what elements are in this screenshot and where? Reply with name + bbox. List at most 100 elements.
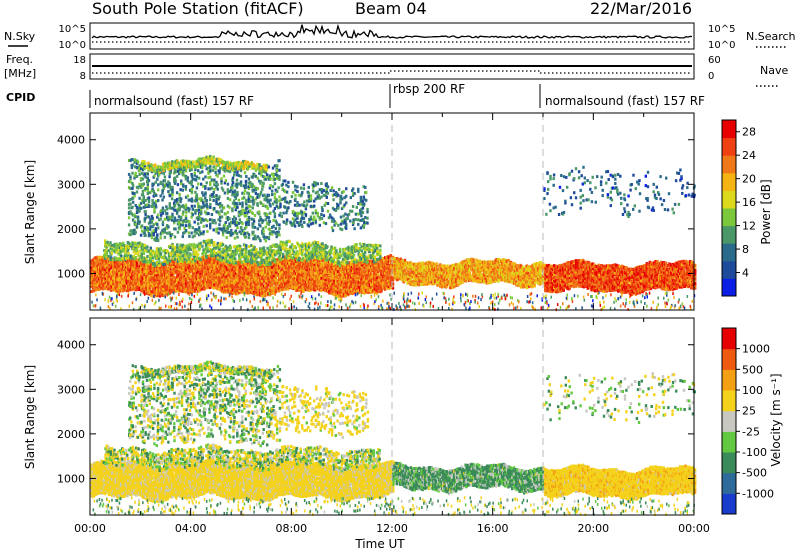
echo-cell [356,271,359,275]
echo-cell [370,259,373,263]
echo-cell [279,278,282,282]
echo-cell [265,279,268,283]
echo-cell [288,258,292,262]
echo-cell [141,277,144,280]
echo-cell [138,268,142,272]
echo-cell [94,256,97,260]
echo-cell [239,275,242,279]
echo-cell [281,276,284,279]
echo-cell [370,267,373,271]
echo-cell [104,266,107,270]
echo-cell [96,287,99,291]
echo-cell [150,272,153,276]
echo-cell [190,279,193,283]
echo-cell [383,273,387,277]
echo-cell [94,269,97,273]
echo-cell [207,285,210,289]
echo-cell [391,282,395,286]
echo-band-0 [90,253,395,298]
echo-cell [233,274,236,278]
echo-cell [150,294,153,298]
echo-cell [398,274,401,278]
echo-cell [94,283,97,287]
echo-cell [236,279,239,283]
echo-cell [291,285,295,289]
echo-cell [261,272,264,276]
echo-cell [176,284,179,287]
echo-cell [195,258,199,262]
echo-cell [360,273,364,277]
echo-cell [275,268,278,272]
echo-cell [396,274,400,278]
echo-cell [225,286,228,290]
echo-cell [328,266,331,270]
echo-cell [291,261,295,265]
echo-cell [271,288,274,291]
echo-cell [190,276,193,279]
station-title: South Pole Station (fitACF) [92,0,304,18]
echo-cell [324,278,327,282]
echo-cell [245,266,248,270]
echo-cell [238,277,241,281]
echo-cell [324,284,327,288]
echo-cell [110,263,113,267]
echo-cell [190,278,193,282]
echo-cell [383,286,387,290]
echo-cell [106,272,109,276]
echo-cell [257,281,260,285]
echo-cell [353,283,356,287]
echo-cell [190,284,193,288]
echo-cell [252,285,256,289]
echo-cell [90,290,93,293]
echo-cell [357,276,361,280]
echo-cell [108,271,111,275]
echo-cell [336,270,340,273]
echo-cell [373,280,377,284]
echo-cell [335,271,338,275]
echo-cell [385,281,389,285]
echo-cell [192,284,196,288]
echo-cell [328,271,331,274]
echo-cell [156,273,159,277]
echo-cell [369,271,372,275]
echo-cell [92,289,96,293]
echo-cell [110,280,113,284]
echo-cell [328,283,331,287]
echo-cell [279,274,282,278]
echo-cell [383,279,387,283]
echo-cell [242,287,246,291]
echo-cell [104,270,107,274]
echo-cell [204,275,207,279]
echo-cell [236,265,239,269]
echo-cell [341,293,344,297]
echo-cell [383,281,387,285]
cpid-label: CPID [6,91,35,104]
echo-cell [310,268,313,272]
echo-cell [118,277,121,281]
echo-cell [380,285,383,289]
echo-cell [328,286,331,290]
echo-cell [365,274,368,277]
echo-cell [156,285,159,289]
echo-cell [127,288,130,292]
echo-cell [231,275,235,279]
echo-cell [104,264,107,268]
echo-cell [271,271,274,275]
echo-cell [429,276,433,280]
echo-cell [231,272,235,276]
echo-cell [123,288,126,292]
echo-cell [165,269,168,273]
echo-cell [279,260,282,264]
echo-cell [163,277,166,281]
echo-cell [127,276,130,280]
echo-cell [293,269,297,273]
echo-cell [143,276,146,279]
echo-cell [163,270,166,273]
echo-cell [113,281,116,285]
echo-cell [365,284,368,288]
echo-cell [123,275,126,279]
nsky-panel-frame [89,22,695,50]
echo-cell [324,289,327,293]
echo-cell [262,277,266,281]
echo-cell [375,287,378,291]
